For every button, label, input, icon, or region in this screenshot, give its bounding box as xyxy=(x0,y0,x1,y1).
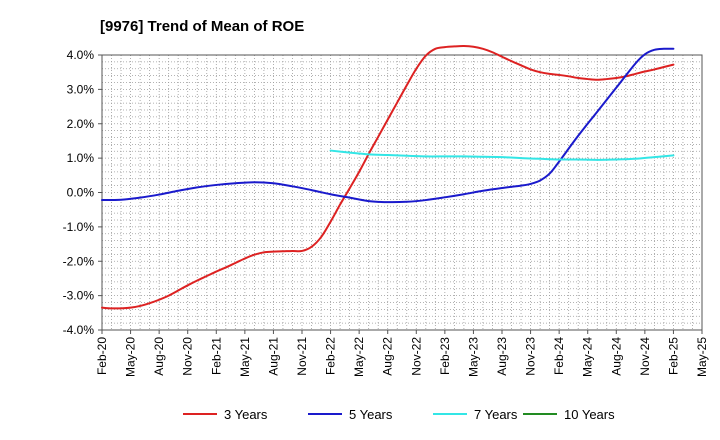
y-tick-label: 2.0% xyxy=(67,117,95,131)
x-tick-label: May-24 xyxy=(581,337,595,377)
series-line-3-years xyxy=(101,45,675,310)
x-tick-label: Feb-21 xyxy=(209,337,223,375)
y-tick-label: 1.0% xyxy=(67,151,95,165)
x-tick-label: Aug-20 xyxy=(152,337,166,376)
x-tick-label: Feb-20 xyxy=(95,337,109,375)
x-tick-label: Aug-24 xyxy=(609,337,623,376)
x-tick-label: May-25 xyxy=(695,337,709,377)
x-tick-label: Feb-24 xyxy=(552,337,566,375)
x-tick-label: Feb-25 xyxy=(666,337,680,375)
legend-label: 5 Years xyxy=(349,407,393,422)
y-tick-label: 0.0% xyxy=(67,186,95,200)
plot-area: 4.0% 3.0% 2.0% 1.0% 0.0% -1.0% -2.0% -3.0% -4.0%… xyxy=(63,45,709,377)
series-line-7-years xyxy=(329,149,675,161)
x-tick-label: Aug-23 xyxy=(495,337,509,376)
x-tick-label: Nov-21 xyxy=(295,337,309,376)
x-tick-label: May-23 xyxy=(466,337,480,377)
x-tick-label: Feb-23 xyxy=(438,337,452,375)
x-tick-label: Feb-22 xyxy=(324,337,338,375)
x-tick-label: May-21 xyxy=(238,337,252,377)
x-tick-label: Nov-20 xyxy=(181,337,195,376)
series-line-5-years xyxy=(101,47,675,204)
y-tick-label: -1.0% xyxy=(63,220,95,234)
x-tick-label: Aug-22 xyxy=(381,337,395,376)
x-tick-label: Nov-23 xyxy=(524,337,538,376)
x-tick-label: May-20 xyxy=(124,337,138,377)
x-tick-label: Nov-22 xyxy=(409,337,423,376)
x-tick-label: Nov-24 xyxy=(638,337,652,376)
y-tick-label: 4.0% xyxy=(67,48,95,62)
x-tick-label: May-22 xyxy=(352,337,366,377)
y-tick-label: -4.0% xyxy=(63,323,95,337)
chart-title: [9976] Trend of Mean of ROE xyxy=(100,18,304,35)
y-tick-label: -2.0% xyxy=(63,254,95,268)
legend-label: 7 Years xyxy=(474,407,518,422)
legend-label: 3 Years xyxy=(224,407,268,422)
y-tick-label: -3.0% xyxy=(63,289,95,303)
legend-label: 10 Years xyxy=(564,407,615,422)
x-tick-label: Aug-21 xyxy=(266,337,280,376)
y-tick-label: 3.0% xyxy=(67,82,95,96)
legend: 3 Years 5 Years 7 Years 10 Years xyxy=(183,407,615,422)
